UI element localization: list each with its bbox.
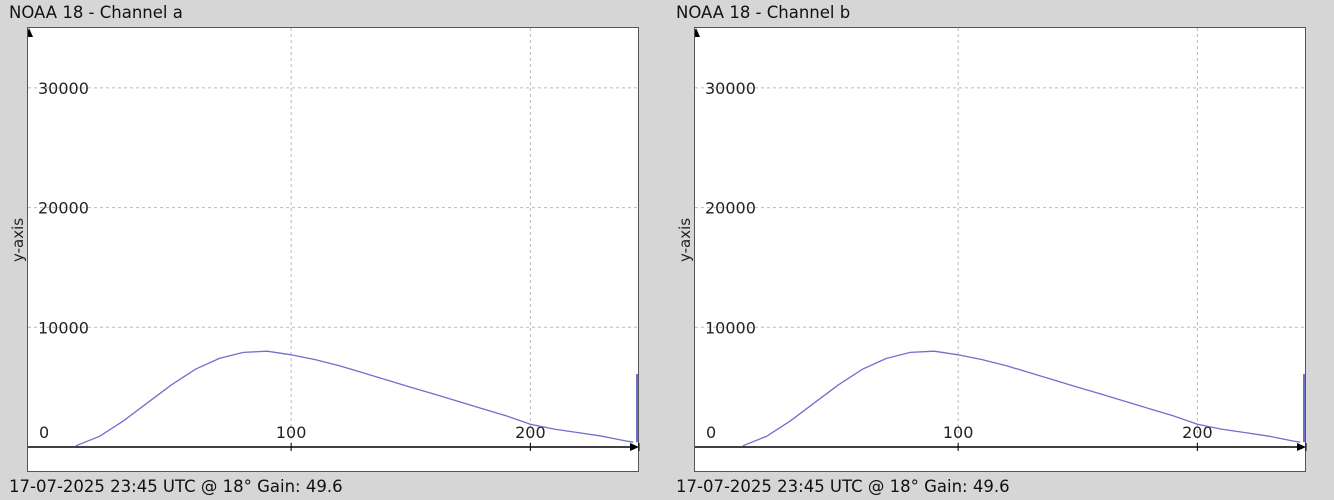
y-tick-label: 20000 — [38, 199, 89, 218]
x-tick-label: 200 — [515, 423, 546, 442]
plot-area: 0 100 200 10000 20000 30000 — [694, 27, 1307, 472]
y-axis-arrow — [695, 28, 700, 37]
status-footer: 17-07-2025 23:45 UTC @ 18° Gain: 49.6 — [9, 477, 343, 496]
channel-b-chart: 0 100 200 10000 20000 30000 — [695, 28, 1307, 453]
x-axis-arrow — [630, 443, 639, 452]
x-tick-label: 200 — [1182, 423, 1213, 442]
status-footer: 17-07-2025 23:45 UTC @ 18° Gain: 49.6 — [676, 477, 1010, 496]
channel-a-chart: 0 100 200 10000 20000 30000 — [28, 28, 640, 453]
y-tick-label: 10000 — [38, 318, 89, 337]
y-tick-label: 30000 — [38, 79, 89, 98]
x-tick-label: 0 — [706, 423, 716, 442]
series-line — [75, 350, 634, 447]
y-axis-label: y-axis — [676, 217, 694, 262]
x-tick-label: 100 — [276, 423, 307, 442]
x-tick-label: 100 — [943, 423, 974, 442]
channel-b-panel: NOAA 18 - Channel b 0 100 200 10000 20000 300… — [667, 0, 1334, 500]
plot-area: 0 100 200 10000 20000 30000 — [27, 27, 640, 472]
y-tick-label: 30000 — [705, 79, 756, 98]
x-axis-arrow — [1297, 443, 1306, 452]
channel-a-panel: NOAA 18 - Channel a 0 100 200 10000 20000 300… — [9, 3, 640, 496]
y-tick-label: 10000 — [705, 318, 756, 337]
series-line — [742, 350, 1301, 447]
chart-title: NOAA 18 - Channel b — [676, 3, 851, 22]
x-tick-label: 0 — [39, 423, 49, 442]
y-axis-label: y-axis — [9, 217, 27, 262]
y-tick-label: 20000 — [705, 199, 756, 218]
y-axis-arrow — [28, 28, 33, 37]
chart-title: NOAA 18 - Channel a — [9, 3, 183, 22]
